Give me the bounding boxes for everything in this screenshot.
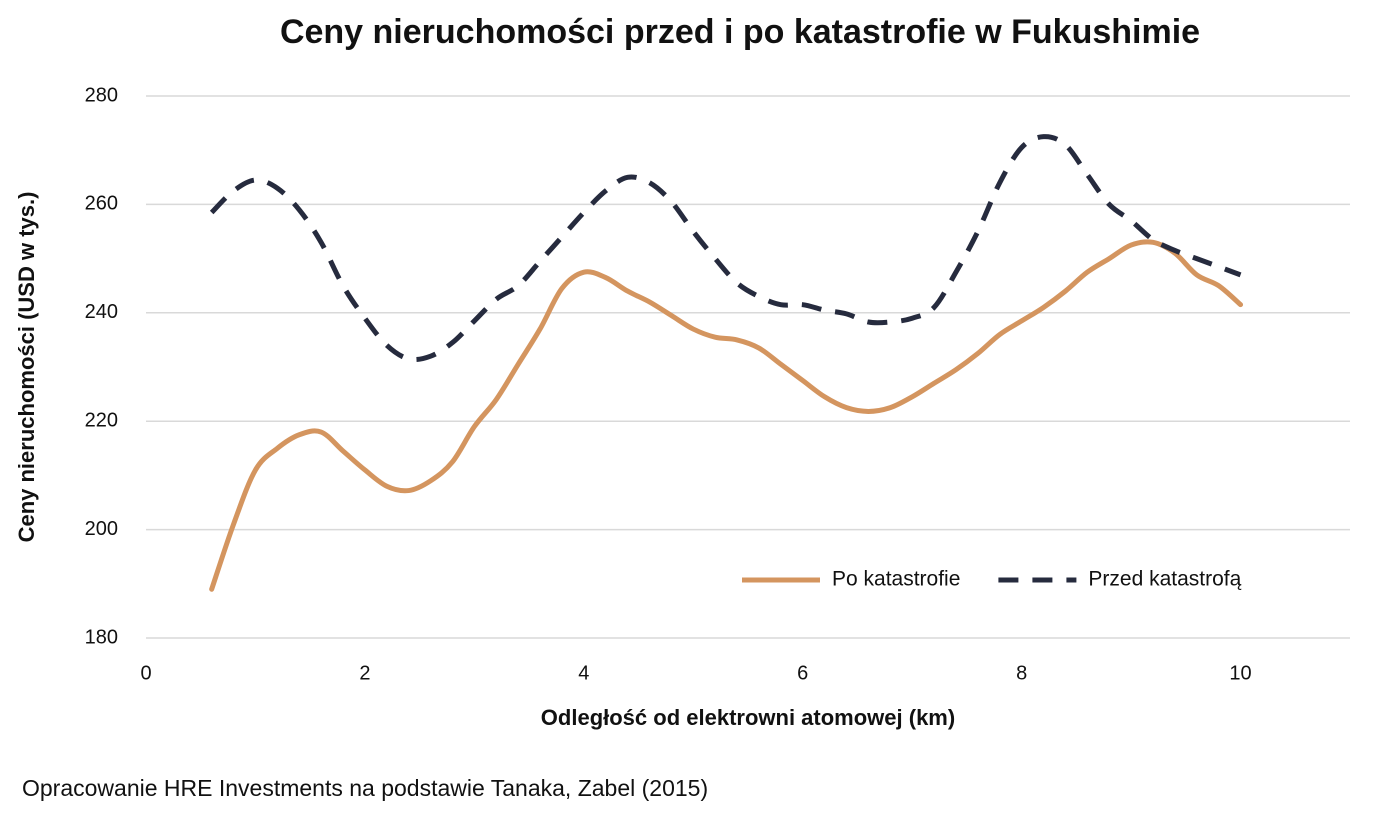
x-tick-label: 0: [140, 662, 151, 684]
series-line: [209, 134, 1242, 363]
x-tick-label: 2: [359, 662, 370, 684]
y-tick-label: 260: [85, 193, 118, 215]
legend-label: Po katastrofie: [832, 568, 960, 591]
y-tick-label: 280: [85, 84, 118, 106]
series-line: [209, 239, 1244, 592]
y-tick-label: 240: [85, 301, 118, 323]
x-axis-label: Odległość od elektrowni atomowej (km): [541, 705, 955, 730]
y-tick-label: 180: [85, 626, 118, 648]
y-tick-label: 200: [85, 518, 118, 540]
chart-title: Ceny nieruchomości przed i po katastrofi…: [280, 13, 1200, 51]
y-tick-label: 220: [85, 409, 118, 431]
legend-label: Przed katastrofą: [1088, 568, 1241, 591]
x-tick-label: 6: [797, 662, 808, 684]
x-tick-label: 10: [1229, 662, 1251, 684]
y-axis-label: Ceny nieruchomości (USD w tys.): [14, 192, 39, 543]
x-tick-label: 4: [578, 662, 589, 684]
source-note: Opracowanie HRE Investments na podstawie…: [22, 775, 708, 801]
x-tick-label: 8: [1016, 662, 1027, 684]
